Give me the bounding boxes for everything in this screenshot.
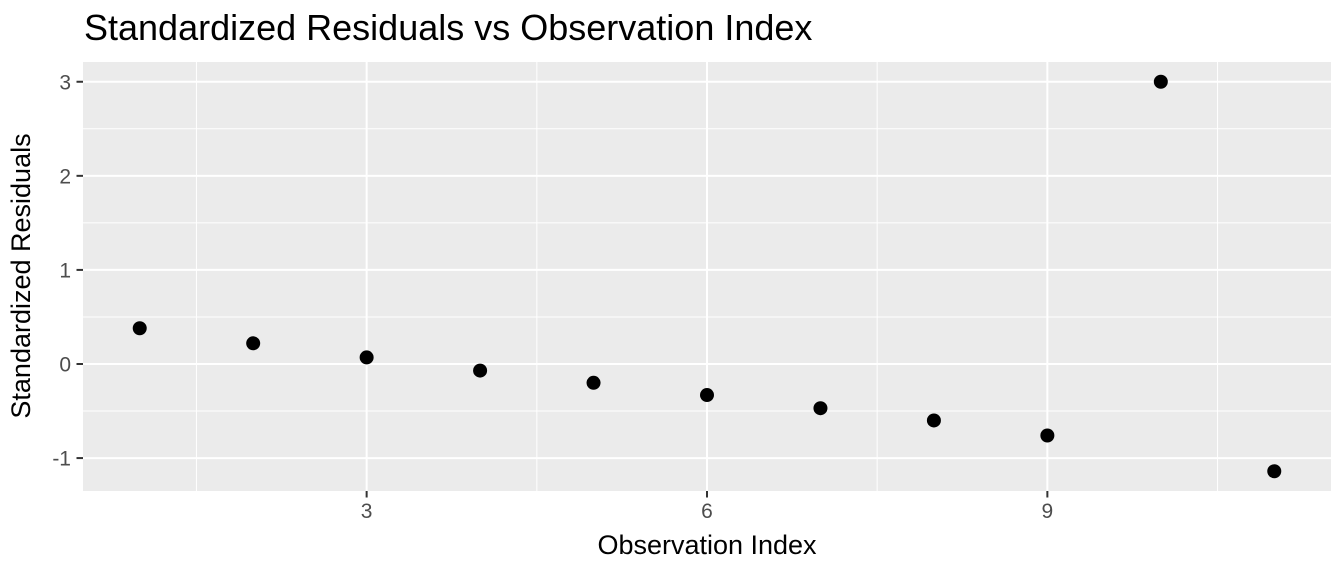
data-point [359, 350, 374, 365]
chart-title: Standardized Residuals vs Observation In… [84, 7, 812, 48]
data-point [586, 375, 601, 390]
y-tick-label: 2 [59, 165, 71, 188]
x-tick-label: 3 [361, 500, 373, 523]
data-point [132, 321, 147, 336]
x-tick-label: 9 [1042, 500, 1054, 523]
data-point [1040, 428, 1055, 443]
x-axis-title: Observation Index [597, 530, 817, 560]
y-tick-label: -1 [52, 448, 71, 471]
data-point [473, 363, 488, 378]
data-point [700, 388, 714, 403]
data-point [246, 336, 261, 351]
data-point [1153, 74, 1168, 89]
data-point [813, 401, 828, 416]
data-point [926, 413, 941, 428]
data-point [1267, 464, 1282, 479]
y-tick-label: 1 [59, 259, 71, 282]
y-axis-title: Standardized Residuals [6, 133, 36, 418]
plot-panel-layer: -1 0 1 2 3 3 6 9 [52, 62, 1331, 523]
y-tick-label: 0 [59, 353, 71, 376]
y-tick-label: 3 [59, 71, 71, 94]
x-tick-label: 6 [701, 500, 713, 523]
